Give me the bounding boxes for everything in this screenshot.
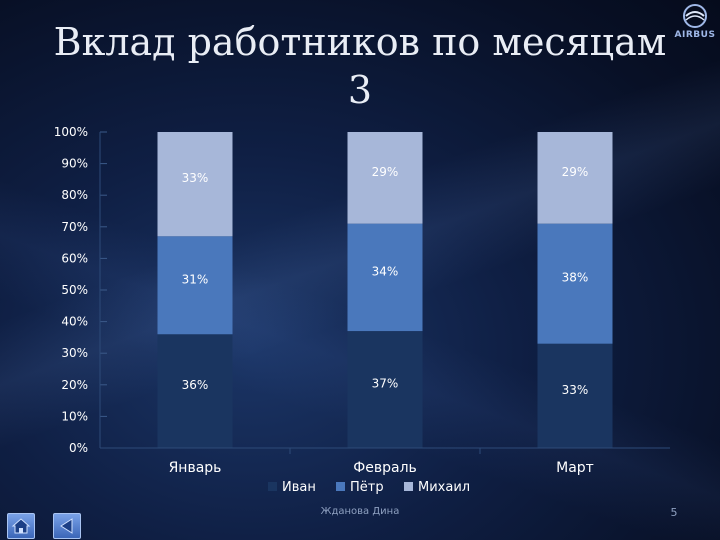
legend-label: Михаил — [418, 480, 470, 495]
bar-segment-Пётр — [157, 236, 233, 335]
data-label: 29% — [372, 165, 399, 179]
bar-segment-Михаил — [347, 132, 423, 224]
y-axis: 0% 10% 20% 30% 40% 50% 60% 70% 80% 90% 100% — [54, 125, 107, 455]
stacked-bar-chart: 0% 10% 20% 30% 40% 50% 60% 70% 80% 90% 100% 36% 31%… — [54, 125, 670, 495]
bar-segment-Иван — [537, 343, 613, 448]
home-button[interactable] — [7, 513, 35, 539]
back-button[interactable] — [53, 513, 81, 539]
data-label: 38% — [562, 271, 589, 285]
data-label: 29% — [562, 165, 589, 179]
x-axis: Январь Февраль Март — [100, 447, 670, 476]
legend-swatch-Пётр — [336, 482, 345, 491]
legend-swatch-Михаил — [404, 482, 413, 491]
data-label: 31% — [182, 272, 209, 286]
y-tick-label: 30% — [61, 346, 88, 360]
data-label: 33% — [182, 171, 209, 185]
legend: Иван Пётр Михаил — [268, 480, 470, 495]
y-tick-label: 100% — [54, 125, 88, 139]
y-tick-label: 60% — [61, 251, 88, 265]
y-tick-label: 40% — [61, 315, 88, 329]
footer-author: Жданова Дина — [320, 506, 400, 517]
bar-segment-Пётр — [537, 223, 613, 344]
legend-label: Иван — [282, 480, 316, 495]
slide-title: Вклад работников по месяцам 3 — [53, 20, 667, 112]
data-label: 36% — [182, 378, 209, 392]
data-label: 33% — [562, 383, 589, 397]
bar-segment-Михаил — [157, 132, 233, 237]
logo-text: AIRBUS — [674, 30, 716, 40]
y-tick-label: 90% — [61, 157, 88, 171]
x-category-label: Март — [556, 460, 594, 476]
y-tick-label: 20% — [61, 378, 88, 392]
bar-segment-Иван — [347, 331, 423, 448]
y-tick-label: 80% — [61, 188, 88, 202]
bar-segment-Пётр — [347, 223, 423, 332]
home-icon — [11, 518, 31, 534]
bars: 36% 31% 33% 37% 34% 29% 33% 38% 29% — [157, 132, 613, 448]
legend-swatch-Иван — [268, 482, 277, 491]
y-tick-label: 50% — [61, 283, 88, 297]
back-arrow-icon — [60, 518, 73, 534]
legend-label: Пётр — [350, 480, 384, 495]
x-category-label: Февраль — [353, 460, 417, 476]
airbus-logo-icon — [683, 4, 707, 28]
y-tick-label: 70% — [61, 220, 88, 234]
data-label: 34% — [372, 264, 399, 278]
y-tick-label: 0% — [69, 441, 88, 455]
page-number: 5 — [670, 506, 678, 519]
y-tick-label: 10% — [61, 409, 88, 423]
x-category-label: Январь — [169, 460, 222, 476]
bar-segment-Иван — [157, 334, 233, 448]
data-label: 37% — [372, 377, 399, 391]
bar-segment-Михаил — [537, 132, 613, 224]
